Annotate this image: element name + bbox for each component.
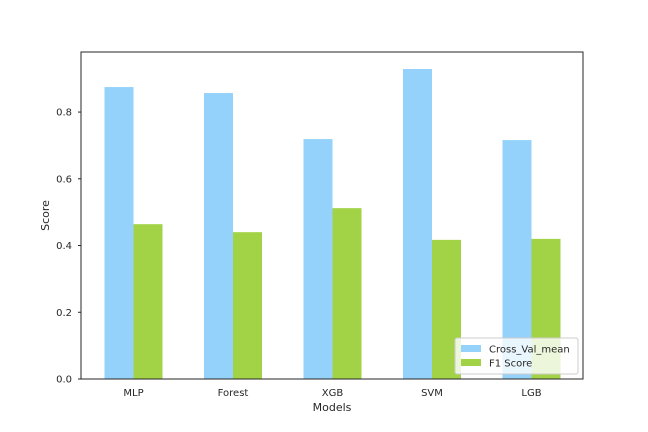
y-axis-ticks: 0.0 0.2 0.4 0.6 0.8 bbox=[56, 108, 81, 386]
legend-swatch-cross-val-mean bbox=[461, 345, 481, 352]
x-axis-label: Models bbox=[313, 401, 352, 414]
y-tick-label: 0.8 bbox=[56, 108, 72, 119]
legend-label-f1-score: F1 Score bbox=[489, 359, 532, 370]
x-tick-label-mlp: MLP bbox=[123, 388, 143, 399]
y-tick-label: 0.4 bbox=[56, 241, 72, 252]
y-tick-label: 0.0 bbox=[56, 375, 72, 386]
x-tick-label-forest: Forest bbox=[218, 388, 249, 399]
x-tick-label-lgb: LGB bbox=[521, 388, 541, 399]
bar-f1-score-xgb bbox=[332, 208, 362, 379]
bars-group bbox=[104, 69, 561, 380]
legend-box bbox=[454, 337, 579, 375]
y-axis-label: Score bbox=[39, 200, 52, 231]
bar-cross-val-mean-xgb bbox=[303, 139, 333, 379]
plot-frame bbox=[80, 51, 584, 380]
bar-cross-val-mean-forest bbox=[204, 93, 233, 379]
bar-f1-score-forest bbox=[233, 232, 262, 379]
y-tick-label: 0.2 bbox=[56, 308, 72, 319]
bar-cross-val-mean-mlp bbox=[104, 87, 134, 380]
legend-swatch-f1-score bbox=[461, 359, 481, 366]
legend-label-cross-val-mean: Cross_Val_mean bbox=[489, 345, 570, 356]
bar-cross-val-mean-svm bbox=[403, 69, 432, 380]
x-tick-label-svm: SVM bbox=[421, 388, 443, 399]
x-tick-label-xgb: XGB bbox=[322, 388, 344, 399]
bar-f1-score-mlp bbox=[133, 224, 163, 379]
legend: Cross_Val_mean F1 Score bbox=[454, 337, 579, 375]
y-tick-label: 0.6 bbox=[56, 174, 72, 185]
x-axis-ticks: MLP Forest XGB SVM LGB bbox=[123, 388, 541, 399]
